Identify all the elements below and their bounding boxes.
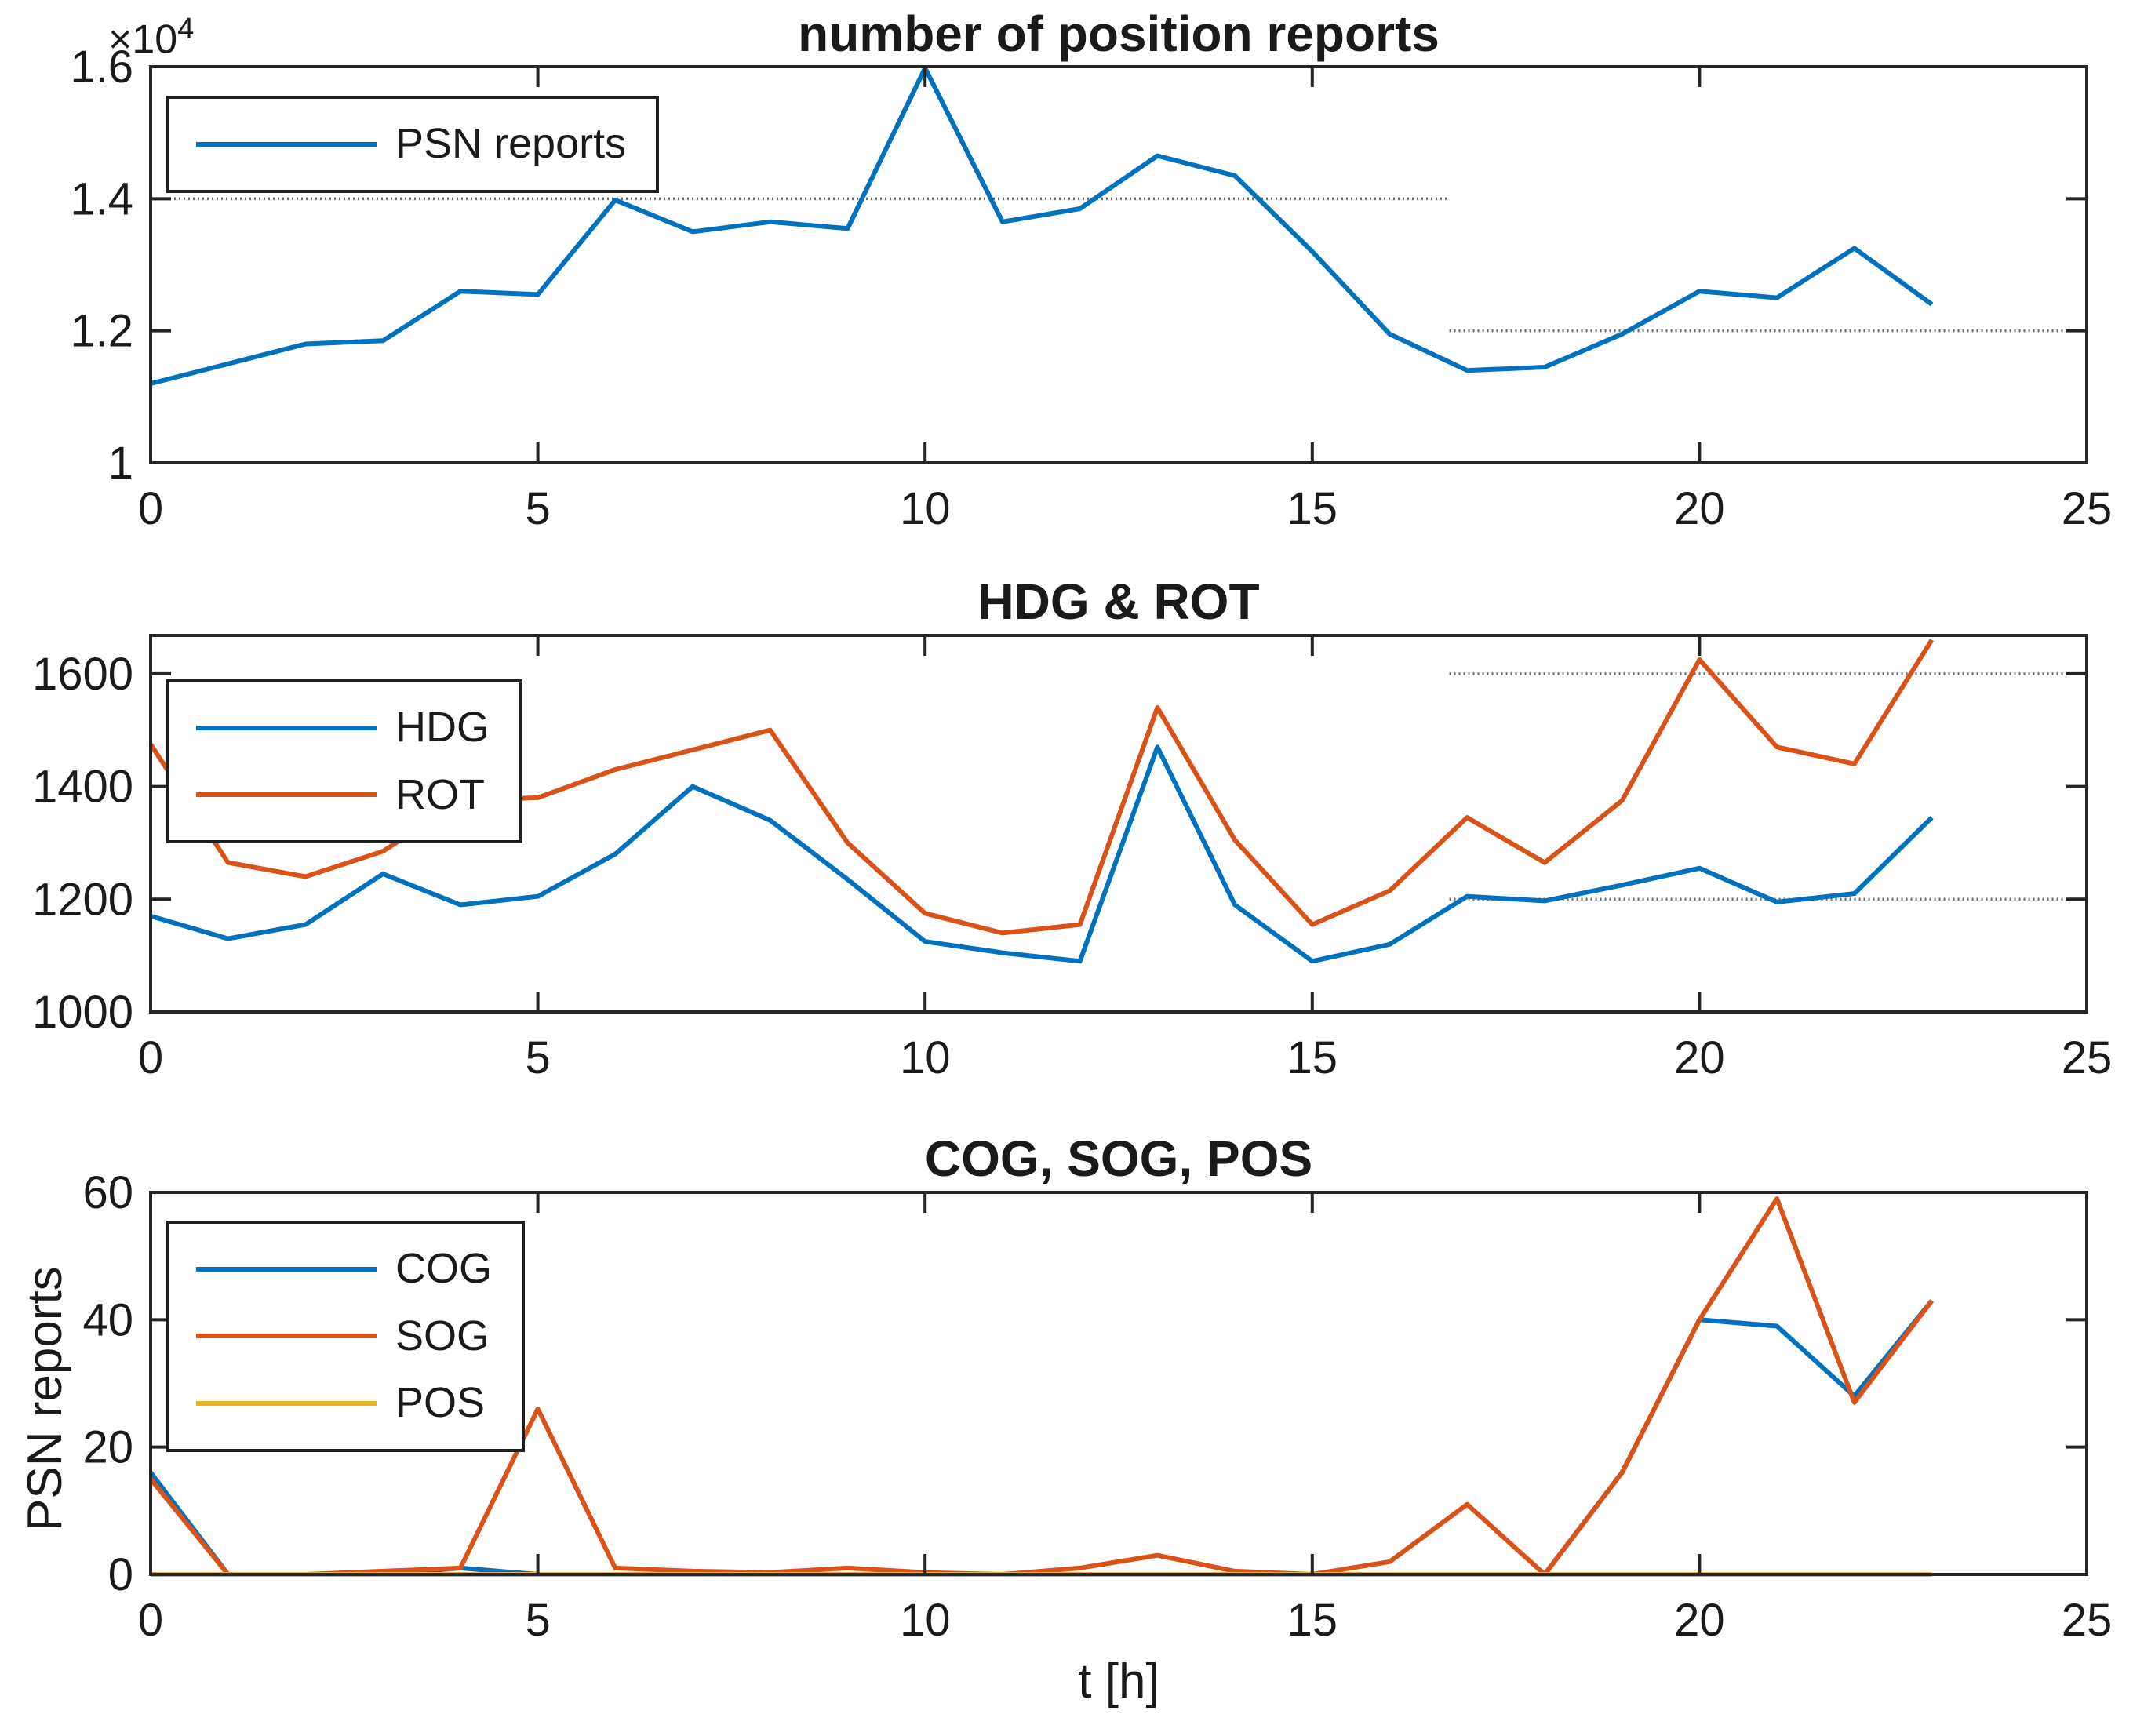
y-tick-label: 1: [108, 438, 133, 489]
legend-label-pos: POS: [395, 1379, 486, 1426]
x-tick-label: 25: [2062, 483, 2113, 534]
rot-line-sample: [196, 792, 377, 798]
x-tick-label: 15: [1287, 483, 1338, 534]
y-tick-label: 1000: [32, 987, 133, 1038]
psn-reports-line-sample: [196, 141, 377, 147]
legend-label-hdg: HDG: [395, 704, 490, 751]
x-tick-label: 15: [1287, 1595, 1338, 1646]
y-tick-label: 1600: [32, 649, 133, 700]
legend-entry-psn-reports: PSN reports: [196, 118, 626, 171]
x-tick-label: 0: [138, 1595, 163, 1646]
legend-entry-cog: COG: [196, 1243, 492, 1296]
y-tick-label: 40: [82, 1294, 133, 1345]
legend-entry-sog: SOG: [196, 1310, 492, 1363]
x-tick-label: 15: [1287, 1032, 1338, 1083]
x-tick-label: 20: [1674, 1032, 1725, 1083]
legend-entry-rot: ROT: [196, 769, 490, 822]
x-tick-label: 20: [1674, 1595, 1725, 1646]
x-tick-label: 10: [900, 1032, 951, 1083]
series-hdg: [150, 744, 1934, 964]
x-tick-label: 0: [138, 1032, 163, 1083]
x-tick-label: 25: [2062, 1032, 2113, 1083]
y-tick-label: 1200: [32, 874, 133, 925]
x-tick-label: 10: [900, 483, 951, 534]
hdg-line-sample: [196, 725, 377, 730]
x-tick-label: 5: [525, 1595, 550, 1646]
x-tick-label: 5: [525, 483, 550, 534]
y-tick-label: 1.4: [70, 173, 133, 224]
subplot2-legend: HDG ROT: [166, 679, 522, 843]
x-tick-label: 0: [138, 483, 163, 534]
subplot2-title: HDG & ROT: [977, 573, 1260, 630]
cog-line-sample: [196, 1266, 377, 1272]
axes-box: [149, 634, 2088, 1014]
legend-label-sog: SOG: [395, 1312, 490, 1359]
x-tick-label: 10: [900, 1595, 951, 1646]
subplot-3: 0 5 10 15 20 25 0 20 40 60: [82, 1167, 2112, 1646]
subplot3-xlabel: t [h]: [1078, 1654, 1159, 1709]
axes-box: [149, 65, 2088, 464]
pos-line-sample: [196, 1400, 377, 1406]
subplot3-title: COG, SOG, POS: [924, 1130, 1313, 1187]
subplot-1: 0 5 10 15 20 25 1 1.2 1.4 1.6: [70, 42, 2112, 534]
y-tick-label: 1.6: [70, 42, 133, 93]
subplot1-legend: PSN reports: [166, 96, 660, 193]
subplot1-y-multiplier: ×104: [108, 13, 194, 63]
x-tick-label: 25: [2062, 1595, 2113, 1646]
series-sog: [148, 1196, 1934, 1577]
series-psn-reports: [150, 65, 1934, 386]
legend-entry-hdg: HDG: [196, 701, 490, 755]
legend-label-psn-reports: PSN reports: [395, 120, 627, 167]
y-tick-label: 1.2: [70, 306, 133, 357]
sog-line-sample: [196, 1334, 377, 1339]
x-tick-label: 20: [1674, 483, 1725, 534]
multiplier-exponent: 4: [177, 13, 195, 45]
legend-entry-pos: POS: [196, 1377, 492, 1430]
subplot3-legend: COG SOG POS: [166, 1221, 526, 1452]
subplot1-title: number of position reports: [798, 5, 1440, 62]
y-tick-label: 0: [108, 1549, 133, 1600]
y-tick-label: 1400: [32, 762, 133, 813]
y-tick-label: 60: [82, 1167, 133, 1218]
axes-box: [149, 1191, 2088, 1576]
legend-label-rot: ROT: [395, 770, 485, 818]
legend-label-cog: COG: [395, 1245, 493, 1292]
multiplier-base: ×10: [108, 16, 178, 63]
subplot3-ylabel: PSN reports: [18, 1266, 72, 1531]
x-tick-label: 5: [525, 1032, 550, 1083]
y-tick-label: 20: [82, 1422, 133, 1473]
